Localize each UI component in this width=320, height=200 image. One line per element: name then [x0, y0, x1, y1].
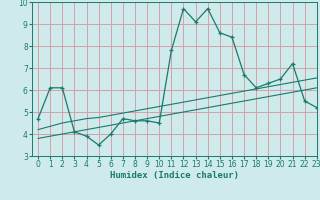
X-axis label: Humidex (Indice chaleur): Humidex (Indice chaleur): [110, 171, 239, 180]
